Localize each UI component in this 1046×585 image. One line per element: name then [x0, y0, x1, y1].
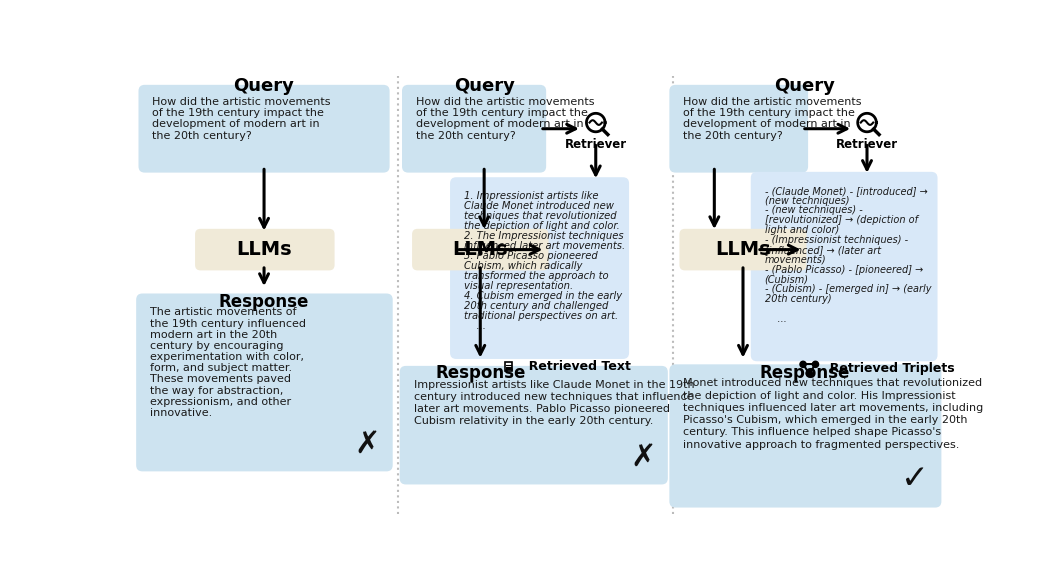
Text: Query: Query [454, 77, 515, 95]
Text: the 19th century influenced: the 19th century influenced [151, 318, 306, 329]
Text: the depiction of light and color.: the depiction of light and color. [464, 221, 619, 231]
Text: 4. Cubism emerged in the early: 4. Cubism emerged in the early [464, 291, 622, 301]
Text: century by encouraging: century by encouraging [151, 341, 283, 351]
Text: development of modern art in: development of modern art in [153, 119, 320, 129]
Text: later art movements. Pablo Picasso pioneered: later art movements. Pablo Picasso pione… [413, 404, 669, 414]
Text: Query: Query [233, 77, 295, 95]
Text: the 20th century?: the 20th century? [416, 130, 516, 140]
Text: (Cubism): (Cubism) [765, 274, 809, 284]
Text: Query: Query [774, 77, 836, 95]
FancyBboxPatch shape [195, 229, 335, 270]
Text: light and color): light and color) [765, 225, 839, 235]
Text: experimentation with color,: experimentation with color, [151, 352, 304, 362]
Circle shape [813, 362, 819, 367]
Circle shape [806, 370, 813, 377]
Text: [revolutionized] → (depiction of: [revolutionized] → (depiction of [765, 215, 917, 225]
Text: How did the artistic movements: How did the artistic movements [416, 97, 594, 107]
Text: - (Cubism) - [emerged in] → (early: - (Cubism) - [emerged in] → (early [765, 284, 931, 294]
Text: Monet introduced new techniques that revolutionized: Monet introduced new techniques that rev… [683, 378, 982, 388]
Text: century introduced new techniques that influence: century introduced new techniques that i… [413, 392, 693, 402]
FancyBboxPatch shape [669, 85, 809, 173]
Text: How did the artistic movements: How did the artistic movements [683, 97, 862, 107]
Text: LLMs: LLMs [715, 240, 771, 259]
Text: (new techniques): (new techniques) [765, 195, 849, 205]
Text: Cubism relativity in the early 20th century.: Cubism relativity in the early 20th cent… [413, 415, 653, 425]
Text: LLMs: LLMs [236, 240, 292, 259]
Text: of the 19th century impact the: of the 19th century impact the [416, 108, 588, 118]
Text: techniques influenced later art movements, including: techniques influenced later art movement… [683, 403, 983, 413]
Text: 1. Impressionist artists like: 1. Impressionist artists like [464, 191, 598, 201]
Text: Retrieved Text: Retrieved Text [520, 360, 631, 373]
Text: movements): movements) [765, 254, 826, 264]
Text: the depiction of light and color. His Impressionist: the depiction of light and color. His Im… [683, 391, 956, 401]
Text: transformed the approach to: transformed the approach to [464, 271, 609, 281]
Text: of the 19th century impact the: of the 19th century impact the [683, 108, 856, 118]
Text: These movements paved: These movements paved [151, 374, 291, 384]
FancyBboxPatch shape [138, 85, 389, 173]
Text: The artistic movements of: The artistic movements of [151, 307, 297, 317]
Text: of the 19th century impact the: of the 19th century impact the [153, 108, 324, 118]
Text: How did the artistic movements: How did the artistic movements [153, 97, 331, 107]
Text: Impressionist artists like Claude Monet in the 19th: Impressionist artists like Claude Monet … [413, 380, 695, 390]
Text: 3. Pablo Picasso pioneered: 3. Pablo Picasso pioneered [464, 251, 597, 261]
FancyBboxPatch shape [751, 172, 937, 362]
Text: ✓: ✓ [901, 462, 929, 495]
Text: 20th century): 20th century) [765, 294, 832, 304]
Text: innovative.: innovative. [151, 408, 212, 418]
FancyBboxPatch shape [402, 85, 546, 173]
Text: expressionism, and other: expressionism, and other [151, 397, 291, 407]
Text: Retriever: Retriever [565, 138, 627, 151]
Text: - (new techniques) -: - (new techniques) - [765, 205, 863, 215]
Bar [505, 362, 513, 371]
FancyBboxPatch shape [412, 229, 548, 270]
FancyBboxPatch shape [680, 229, 806, 270]
Text: Picasso's Cubism, which emerged in the early 20th: Picasso's Cubism, which emerged in the e… [683, 415, 968, 425]
Text: 2. The Impressionist techniques: 2. The Impressionist techniques [464, 231, 623, 241]
Text: the way for abstraction,: the way for abstraction, [151, 386, 283, 395]
Circle shape [800, 362, 806, 367]
Text: ...: ... [765, 314, 787, 324]
Text: modern art in the 20th: modern art in the 20th [151, 330, 277, 340]
Text: the 20th century?: the 20th century? [153, 130, 252, 140]
FancyBboxPatch shape [669, 364, 941, 508]
Text: Response: Response [435, 364, 525, 383]
Text: Cubism, which radically: Cubism, which radically [464, 261, 583, 271]
Text: form, and subject matter.: form, and subject matter. [151, 363, 292, 373]
FancyBboxPatch shape [400, 366, 667, 484]
Text: techniques that revolutionized: techniques that revolutionized [464, 211, 617, 221]
Text: 20th century and challenged: 20th century and challenged [464, 301, 609, 311]
Text: - (Pablo Picasso) - [pioneered] →: - (Pablo Picasso) - [pioneered] → [765, 264, 923, 274]
Text: traditional perspectives on art.: traditional perspectives on art. [464, 311, 618, 321]
FancyBboxPatch shape [136, 294, 392, 472]
Text: - (Claude Monet) - [introduced] →: - (Claude Monet) - [introduced] → [765, 185, 928, 196]
Text: Response: Response [759, 364, 850, 383]
Text: ...: ... [464, 321, 486, 331]
Text: innovative approach to fragmented perspectives.: innovative approach to fragmented perspe… [683, 440, 959, 450]
Text: development of modern art in: development of modern art in [416, 119, 584, 129]
Text: Response: Response [219, 292, 310, 311]
Text: Retriever: Retriever [836, 138, 899, 151]
Text: - (Impressionist techniques) -: - (Impressionist techniques) - [765, 235, 908, 245]
Text: century. This influence helped shape Picasso's: century. This influence helped shape Pic… [683, 428, 941, 438]
Text: ✗: ✗ [630, 443, 656, 472]
Text: influenced later art movements.: influenced later art movements. [464, 241, 626, 251]
Text: Retrieved Triplets: Retrieved Triplets [821, 363, 955, 376]
Text: ✗: ✗ [355, 430, 381, 459]
Text: the 20th century?: the 20th century? [683, 130, 783, 140]
Text: LLMs: LLMs [453, 240, 508, 259]
Text: Claude Monet introduced new: Claude Monet introduced new [464, 201, 614, 211]
Text: development of modern art in: development of modern art in [683, 119, 851, 129]
Text: visual representation.: visual representation. [464, 281, 573, 291]
Text: [influenced] → (later art: [influenced] → (later art [765, 245, 881, 255]
FancyBboxPatch shape [450, 177, 629, 359]
